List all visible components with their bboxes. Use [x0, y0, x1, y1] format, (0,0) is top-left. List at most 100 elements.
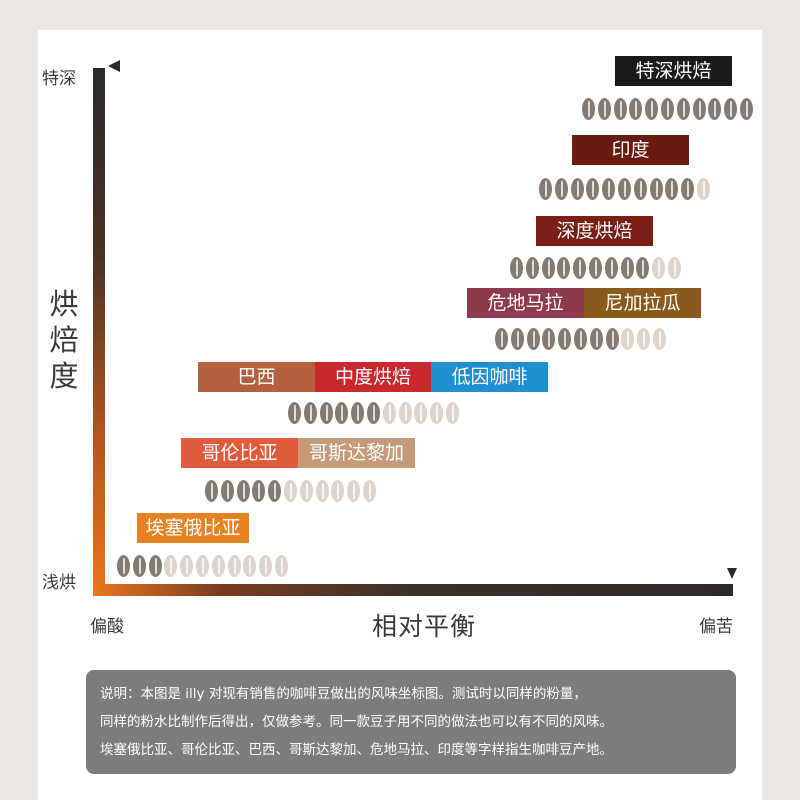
label-2-2: 低因咖啡 — [431, 362, 548, 392]
coffee-bean-icon — [237, 480, 250, 502]
coffee-bean-icon — [740, 98, 753, 120]
bean-row-3 — [495, 328, 669, 354]
label-1-1: 哥斯达黎加 — [298, 438, 415, 468]
coffee-bean-icon — [586, 178, 599, 200]
bean-row-0 — [117, 555, 291, 581]
label-6-0: 特深烘焙 — [615, 56, 732, 86]
coffee-bean-icon — [650, 178, 663, 200]
label-3-0: 危地马拉 — [467, 288, 584, 318]
coffee-bean-icon — [539, 178, 552, 200]
coffee-bean-icon — [668, 257, 681, 279]
coffee-bean-icon — [652, 257, 665, 279]
label-2-0: 巴西 — [198, 362, 315, 392]
coffee-bean-icon — [300, 480, 313, 502]
x-axis-title: 相对平衡 — [372, 612, 477, 641]
coffee-bean-icon — [634, 178, 647, 200]
coffee-bean-icon — [708, 98, 721, 120]
coffee-bean-icon — [316, 480, 329, 502]
label-5-0: 印度 — [572, 135, 689, 165]
y-axis-line — [93, 68, 105, 596]
coffee-bean-icon — [697, 178, 710, 200]
y-max-label: 特深 — [42, 69, 76, 89]
x-max-label: 偏苦 — [699, 617, 733, 637]
coffee-bean-icon — [430, 402, 443, 424]
coffee-bean-icon — [637, 328, 650, 350]
coffee-bean-icon — [636, 257, 649, 279]
label-2-1: 中度烘焙 — [315, 362, 431, 392]
coffee-bean-icon — [268, 480, 281, 502]
coffee-bean-icon — [614, 98, 627, 120]
bean-row-6 — [582, 98, 756, 124]
coffee-bean-icon — [602, 178, 615, 200]
coffee-bean-icon — [590, 328, 603, 350]
coffee-bean-icon — [557, 257, 570, 279]
coffee-bean-icon — [573, 257, 586, 279]
coffee-bean-icon — [527, 328, 540, 350]
coffee-bean-icon — [606, 328, 619, 350]
coffee-bean-icon — [510, 257, 523, 279]
coffee-bean-icon — [571, 178, 584, 200]
coffee-bean-icon — [629, 98, 642, 120]
coffee-bean-icon — [221, 480, 234, 502]
coffee-bean-icon — [243, 555, 256, 577]
coffee-bean-icon — [589, 257, 602, 279]
note-line-2: 同样的粉水比制作后得出，仅做参考。同一款豆子用不同的做法也可以有不同的风味。 — [100, 714, 613, 730]
coffee-bean-icon — [598, 98, 611, 120]
coffee-bean-icon — [288, 402, 301, 424]
coffee-bean-icon — [618, 178, 631, 200]
note-line-1: 说明：本图是 illy 对现有销售的咖啡豆做出的风味坐标图。测试时以同样的粉量， — [100, 686, 587, 702]
coffee-bean-icon — [335, 402, 348, 424]
coffee-bean-icon — [645, 98, 658, 120]
coffee-bean-icon — [677, 98, 690, 120]
coffee-bean-icon — [555, 178, 568, 200]
coffee-bean-icon — [228, 555, 241, 577]
label-4-0: 深度烘焙 — [536, 216, 653, 246]
coffee-bean-icon — [526, 257, 539, 279]
coffee-bean-icon — [383, 402, 396, 424]
coffee-bean-icon — [351, 402, 364, 424]
coffee-bean-icon — [304, 402, 317, 424]
coffee-bean-icon — [320, 402, 333, 424]
y-axis-arrow-icon — [108, 60, 120, 72]
coffee-bean-icon — [164, 555, 177, 577]
coffee-bean-icon — [196, 555, 209, 577]
coffee-bean-icon — [347, 480, 360, 502]
coffee-bean-icon — [605, 257, 618, 279]
coffee-bean-icon — [133, 555, 146, 577]
coffee-bean-icon — [495, 328, 508, 350]
x-min-label: 偏酸 — [90, 617, 124, 637]
label-0-0: 埃塞俄比亚 — [137, 513, 249, 543]
y-min-label: 浅烘 — [42, 573, 76, 593]
coffee-bean-icon — [259, 555, 272, 577]
coffee-bean-icon — [724, 98, 737, 120]
coffee-bean-icon — [363, 480, 376, 502]
coffee-bean-icon — [414, 402, 427, 424]
bean-row-1 — [205, 480, 379, 506]
coffee-bean-icon — [542, 257, 555, 279]
coffee-bean-icon — [582, 98, 595, 120]
coffee-bean-icon — [558, 328, 571, 350]
coffee-bean-icon — [284, 480, 297, 502]
coffee-bean-icon — [180, 555, 193, 577]
coffee-bean-icon — [653, 328, 666, 350]
note-line-3: 埃塞俄比亚、哥伦比亚、巴西、哥斯达黎加、危地马拉、印度等字样指生咖啡豆产地。 — [100, 742, 613, 758]
coffee-bean-icon — [621, 257, 634, 279]
bean-row-5 — [539, 178, 713, 204]
note-box: 说明：本图是 illy 对现有销售的咖啡豆做出的风味坐标图。测试时以同样的粉量，… — [86, 670, 736, 774]
coffee-bean-icon — [511, 328, 524, 350]
coffee-bean-icon — [205, 480, 218, 502]
coffee-bean-icon — [212, 555, 225, 577]
coffee-bean-icon — [331, 480, 344, 502]
label-1-0: 哥伦比亚 — [181, 438, 298, 468]
x-axis-arrow-icon — [727, 568, 737, 579]
bean-row-2 — [288, 402, 462, 428]
coffee-bean-icon — [252, 480, 265, 502]
label-3-1: 尼加拉瓜 — [584, 288, 701, 318]
coffee-bean-icon — [542, 328, 555, 350]
coffee-bean-icon — [665, 178, 678, 200]
coffee-bean-icon — [275, 555, 288, 577]
coffee-bean-icon — [621, 328, 634, 350]
coffee-bean-icon — [117, 555, 130, 577]
coffee-bean-icon — [399, 402, 412, 424]
y-axis-title: 烘焙度 — [49, 287, 79, 393]
